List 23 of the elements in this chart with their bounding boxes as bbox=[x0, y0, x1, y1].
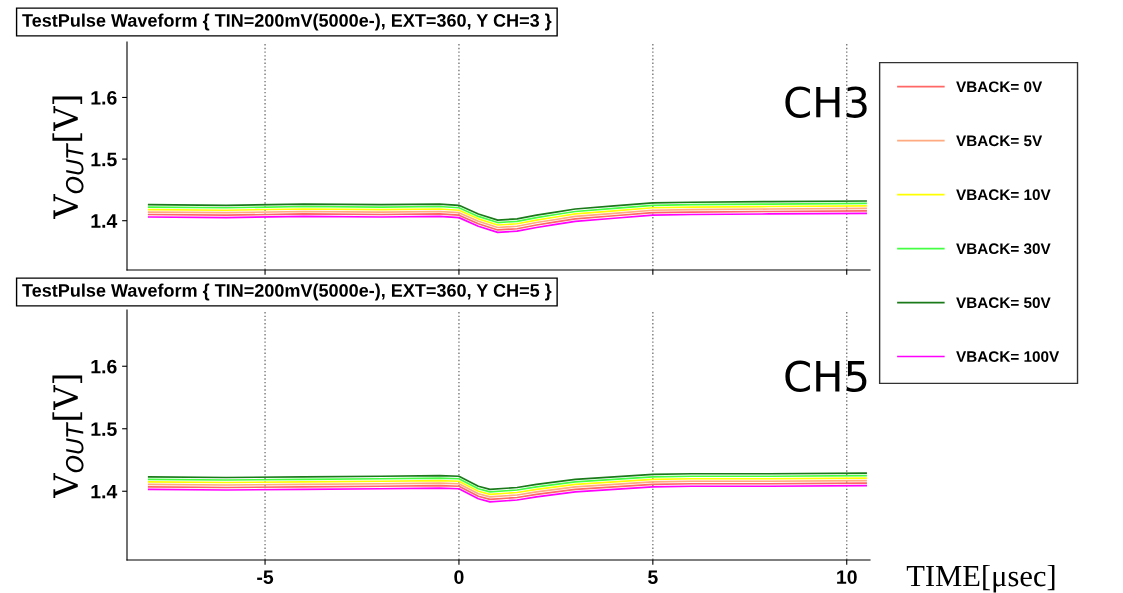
y-tick-label: 1.4 bbox=[91, 214, 118, 228]
annotation: CH3 bbox=[785, 86, 867, 118]
legend-label: VBACK= 0V bbox=[956, 81, 1043, 93]
chart-title: TestPulse Waveform { TIN=200mV(5000e-), EXT=360, Y CH=5 } bbox=[22, 283, 552, 301]
legend-label: VBACK= 100V bbox=[956, 351, 1060, 363]
legend-label: VBACK= 10V bbox=[956, 189, 1051, 201]
x-axis-title: TIME[μsec] bbox=[906, 564, 1055, 593]
y-tick-label: 1.5 bbox=[91, 152, 117, 167]
y-tick-label: 1.6 bbox=[91, 359, 117, 374]
x-tick-label: 10 bbox=[837, 570, 857, 584]
chart-title: TestPulse Waveform { TIN=200mV(5000e-), EXT=360, Y CH=3 } bbox=[22, 13, 552, 31]
x-tick-label: 5 bbox=[648, 570, 658, 584]
x-tick-label: -5 bbox=[257, 570, 274, 584]
y-tick-label: 1.5 bbox=[91, 422, 117, 436]
y-tick-label: 1.6 bbox=[91, 90, 117, 105]
legend-label: VBACK= 5V bbox=[956, 135, 1043, 147]
legend-label: VBACK= 30V bbox=[956, 243, 1051, 255]
y-tick-label: 1.4 bbox=[91, 484, 118, 499]
y-axis-title: V$_{OUT}$[V] bbox=[52, 96, 84, 219]
x-tick-label: 0 bbox=[454, 570, 464, 584]
annotation: CH5 bbox=[785, 360, 867, 393]
y-axis-title: V$_{OUT}$[V] bbox=[52, 375, 84, 498]
legend-label: VBACK= 50V bbox=[956, 297, 1051, 309]
